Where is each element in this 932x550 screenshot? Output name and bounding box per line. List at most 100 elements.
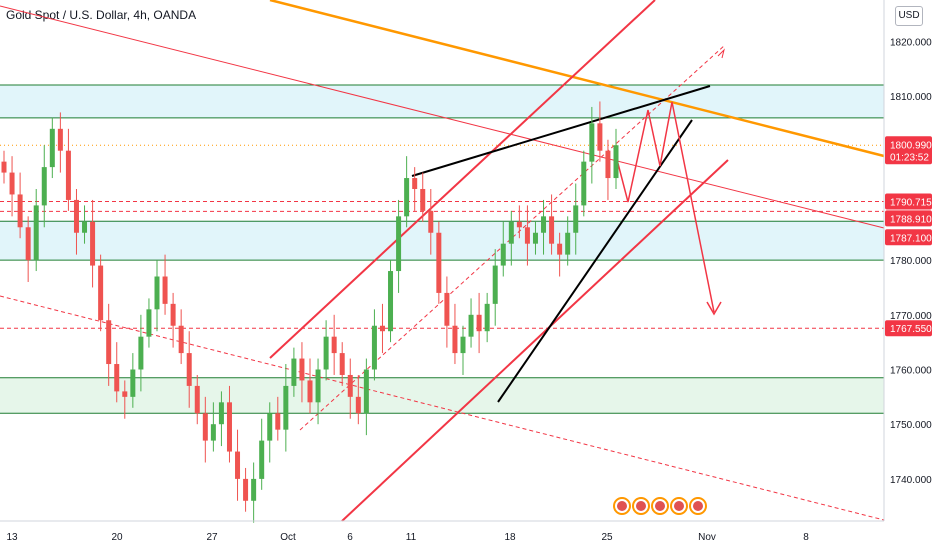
candle-body <box>65 150 71 200</box>
candle-body <box>226 402 232 452</box>
candle-body <box>323 336 329 370</box>
candle-body <box>33 205 39 261</box>
candles <box>1 101 619 523</box>
candle-body <box>299 358 305 381</box>
candle-body <box>573 205 579 233</box>
channel-arrowhead <box>717 48 725 59</box>
candle-body <box>243 478 249 501</box>
zone-0 <box>0 85 884 118</box>
candle-body <box>541 216 547 233</box>
channel-middle <box>299 44 726 431</box>
y-tick-label: 1820.000 <box>890 37 932 48</box>
candle-body <box>484 303 490 332</box>
event-flag-icon <box>636 501 646 511</box>
x-tick-label: 13 <box>6 532 18 543</box>
price-tag-label: 1787.100 <box>890 233 932 244</box>
channel-upper <box>269 0 656 359</box>
candle-body <box>267 413 273 441</box>
candle-body <box>371 325 377 370</box>
candle-body <box>355 396 361 414</box>
price-tag-current <box>885 136 932 165</box>
candle-body <box>178 325 184 354</box>
candle-body <box>41 167 47 206</box>
price-tag <box>885 229 932 246</box>
candle-body <box>331 336 337 354</box>
candle-body <box>516 221 522 228</box>
y-tick-label: 1760.000 <box>890 366 932 377</box>
y-tick-label: 1770.000 <box>890 311 932 322</box>
candle-body <box>210 424 216 441</box>
candle-body <box>396 216 402 272</box>
candle-body <box>500 243 506 266</box>
zone-2 <box>0 377 884 414</box>
candle-body <box>251 478 257 501</box>
red-dashed-trendline <box>0 295 885 521</box>
candle-body <box>283 385 289 430</box>
x-tick-label: 18 <box>504 532 516 543</box>
candle-body <box>1 161 7 173</box>
candle-body <box>404 178 410 217</box>
candle-body <box>565 232 571 255</box>
price-tag-label: 1767.550 <box>890 324 932 335</box>
x-tick-label: 25 <box>601 532 613 543</box>
zone-1 <box>0 221 884 261</box>
y-tick-label: 1780.000 <box>890 256 932 267</box>
candle-body <box>194 385 200 414</box>
candle-body <box>90 221 96 266</box>
channel-lower <box>341 159 729 522</box>
candle-body <box>82 221 88 233</box>
candle-body <box>307 380 313 403</box>
candle-body <box>589 123 595 162</box>
currency-button[interactable]: USD <box>895 6 923 26</box>
zones <box>0 85 884 414</box>
chart-title: Gold Spot / U.S. Dollar, 4h, OANDA <box>6 8 197 22</box>
price-tag <box>885 320 932 337</box>
candle-body <box>532 232 538 244</box>
candle-body <box>17 194 23 228</box>
candle-body <box>476 314 482 332</box>
event-flag-icon <box>693 501 703 511</box>
y-tick-label: 1740.000 <box>890 475 932 486</box>
candle-body <box>605 150 611 179</box>
price-tag-countdown: 01:23:52 <box>890 152 929 163</box>
candle-body <box>98 265 104 321</box>
candle-body <box>420 188 426 211</box>
candle-body <box>122 391 128 397</box>
candle-body <box>581 161 587 206</box>
candle-body <box>452 325 458 354</box>
event-flag-icon <box>674 501 684 511</box>
candle-body <box>138 336 144 370</box>
price-tag-label: 1790.715 <box>890 197 932 208</box>
candle-body <box>114 364 120 392</box>
candle-body <box>339 353 345 375</box>
candle-body <box>315 369 321 403</box>
candle-body <box>291 358 297 386</box>
candle-body <box>130 369 136 397</box>
event-flag-icon <box>617 501 627 511</box>
x-tick-label: 20 <box>111 532 123 543</box>
candle-body <box>259 440 265 479</box>
candle-body <box>492 265 498 304</box>
candle-body <box>347 374 353 397</box>
candle-body <box>524 227 530 244</box>
price-tag <box>885 210 932 227</box>
candle-body <box>557 243 563 255</box>
candle-body <box>508 221 514 244</box>
projection-arrowhead <box>706 301 722 316</box>
candle-body <box>235 451 241 479</box>
candle-body <box>202 413 208 441</box>
candle-body <box>275 413 281 430</box>
candle-body <box>388 271 394 332</box>
candle-body <box>218 402 224 425</box>
price-tag-label: 1788.910 <box>890 214 932 225</box>
projection-path <box>613 101 715 313</box>
y-tick-label: 1810.000 <box>890 92 932 103</box>
candle-body <box>73 199 79 233</box>
candle-body <box>146 309 152 337</box>
candle-body <box>613 145 619 179</box>
candle-body <box>57 128 63 151</box>
candle-body <box>444 292 450 326</box>
red-long-trendline <box>0 5 885 229</box>
x-tick-label: Oct <box>280 532 296 543</box>
